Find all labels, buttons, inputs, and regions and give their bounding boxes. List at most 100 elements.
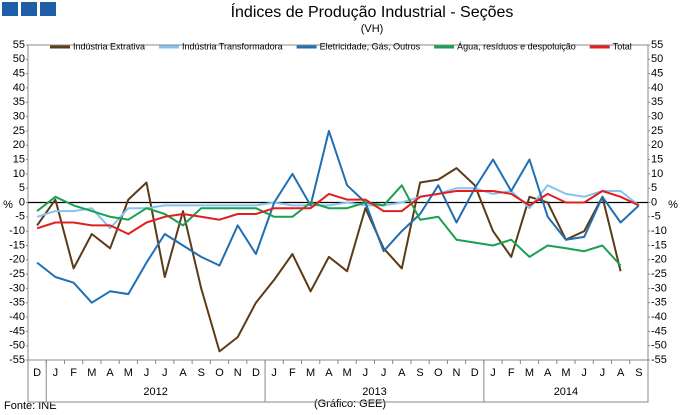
series-line xyxy=(36,184,640,230)
year-label: 2014 xyxy=(554,386,578,398)
x-tick-label: J xyxy=(363,367,369,379)
y-tick-label: 20 xyxy=(13,139,25,151)
chart-subtitle: (VH) xyxy=(361,23,384,35)
x-tick-label: F xyxy=(289,367,296,379)
source: Fonte: INE xyxy=(4,400,57,412)
series-line xyxy=(36,190,640,235)
y2-tick-label: -20 xyxy=(651,254,667,266)
x-tick-label: S xyxy=(416,367,423,379)
y-tick-label: -25 xyxy=(9,268,25,280)
y-tick-label: -30 xyxy=(9,282,25,294)
y2-tick-label: -30 xyxy=(651,282,667,294)
y2-tick-label: -45 xyxy=(651,325,667,337)
y2-tick-label: 25 xyxy=(651,125,663,137)
series-line xyxy=(36,184,622,267)
y-tick-label: 45 xyxy=(13,68,25,80)
y2-tick-label: -10 xyxy=(651,225,667,237)
x-tick-label: J xyxy=(53,367,59,379)
logo-block xyxy=(21,2,37,16)
y2-tick-label: -15 xyxy=(651,239,667,251)
y2-tick-label: 40 xyxy=(651,82,663,94)
y-tick-label: -40 xyxy=(9,311,25,323)
x-tick-label: D xyxy=(471,367,479,379)
x-tick-label: J xyxy=(271,367,277,379)
x-tick-label: A xyxy=(398,367,406,379)
legend-label: Eletricidade, Gás, Outros xyxy=(320,41,421,51)
logo-block xyxy=(40,2,56,16)
x-tick-label: M xyxy=(525,367,534,379)
y-tick-label: -10 xyxy=(9,225,25,237)
x-tick-label: J xyxy=(144,367,150,379)
y2-tick-label: -5 xyxy=(651,211,661,223)
x-tick-label: J xyxy=(381,367,387,379)
y2-tick-label: 50 xyxy=(651,53,663,65)
x-tick-label: D xyxy=(252,367,260,379)
y2-axis-label: % xyxy=(668,199,678,211)
series-line xyxy=(36,129,640,304)
logo-block xyxy=(2,2,18,16)
y2-tick-label: -40 xyxy=(651,311,667,323)
x-tick-label: M xyxy=(343,367,352,379)
y-tick-label: -45 xyxy=(9,325,25,337)
y2-tick-label: 45 xyxy=(651,68,663,80)
y-axis-label: % xyxy=(3,199,13,211)
x-tick-label: S xyxy=(635,367,642,379)
legend-label: Indústria Transformadora xyxy=(182,41,283,51)
legend-label: Indústria Extrativa xyxy=(73,41,145,51)
x-tick-label: A xyxy=(179,367,187,379)
y2-tick-label: 15 xyxy=(651,153,663,165)
x-tick-label: N xyxy=(234,367,242,379)
x-tick-label: A xyxy=(325,367,333,379)
legend-label: Água, resíduos e despoluição xyxy=(457,41,576,51)
x-tick-label: J xyxy=(162,367,168,379)
credit: (Gráfico: GEE) xyxy=(314,398,386,410)
year-label: 2012 xyxy=(143,386,167,398)
y-tick-label: 25 xyxy=(13,125,25,137)
y-tick-label: 5 xyxy=(19,182,25,194)
y-tick-label: -35 xyxy=(9,297,25,309)
y2-tick-label: 30 xyxy=(651,110,663,122)
x-tick-label: S xyxy=(198,367,205,379)
x-tick-label: A xyxy=(617,367,625,379)
y2-tick-label: 0 xyxy=(651,196,657,208)
x-tick-label: A xyxy=(106,367,114,379)
y-tick-label: -20 xyxy=(9,254,25,266)
x-tick-label: O xyxy=(434,367,443,379)
y-tick-label: 15 xyxy=(13,153,25,165)
y2-tick-label: 55 xyxy=(651,39,663,51)
y-tick-label: 40 xyxy=(13,82,25,94)
y-tick-label: 10 xyxy=(13,168,25,180)
x-tick-label: J xyxy=(600,367,606,379)
y2-tick-label: 35 xyxy=(651,96,663,108)
year-label: 2013 xyxy=(362,386,386,398)
legend-label: Total xyxy=(613,41,632,51)
x-tick-label: A xyxy=(544,367,552,379)
x-tick-label: J xyxy=(490,367,496,379)
x-tick-label: M xyxy=(87,367,96,379)
series-line xyxy=(36,167,622,353)
x-tick-label: J xyxy=(581,367,587,379)
x-tick-label: O xyxy=(215,367,224,379)
x-tick-label: D xyxy=(33,367,41,379)
x-tick-label: F xyxy=(70,367,77,379)
y2-tick-label: 20 xyxy=(651,139,663,151)
y-tick-label: 55 xyxy=(13,39,25,51)
y2-tick-label: -25 xyxy=(651,268,667,280)
y-tick-label: 0 xyxy=(19,196,25,208)
chart-title: Índices de Produção Industrial - Seções xyxy=(231,2,514,21)
y2-tick-label: -55 xyxy=(651,354,667,366)
y2-tick-label: -50 xyxy=(651,340,667,352)
x-tick-label: M xyxy=(561,367,570,379)
y-tick-label: -5 xyxy=(15,211,25,223)
y-tick-label: 30 xyxy=(13,110,25,122)
y-tick-label: -55 xyxy=(9,354,25,366)
x-tick-label: N xyxy=(453,367,461,379)
y-tick-label: -50 xyxy=(9,340,25,352)
y2-tick-label: 10 xyxy=(651,168,663,180)
y-tick-label: 50 xyxy=(13,53,25,65)
y-tick-label: 35 xyxy=(13,96,25,108)
x-tick-label: F xyxy=(508,367,515,379)
x-tick-label: M xyxy=(306,367,315,379)
y2-tick-label: 5 xyxy=(651,182,657,194)
